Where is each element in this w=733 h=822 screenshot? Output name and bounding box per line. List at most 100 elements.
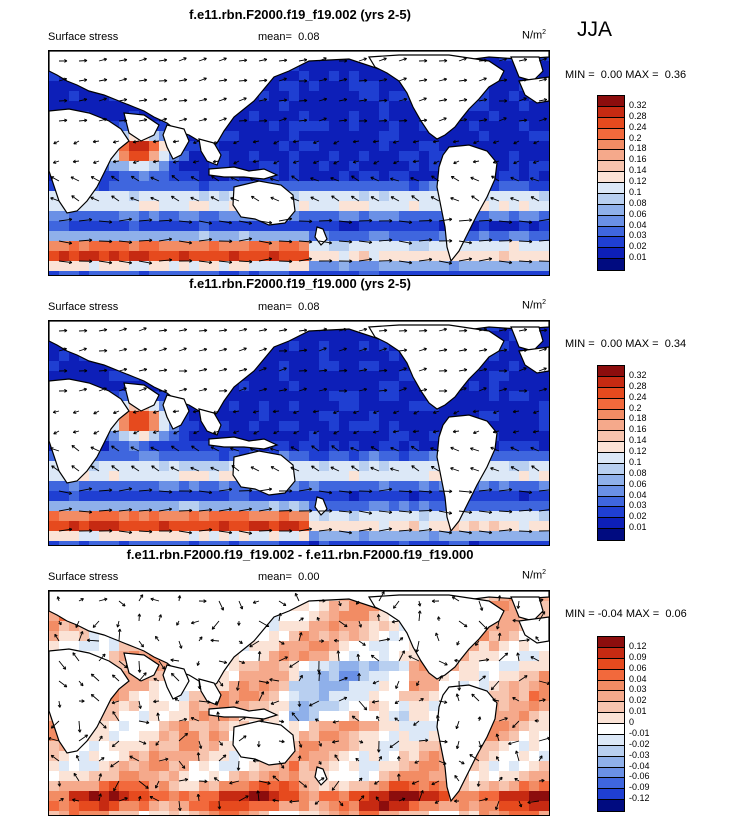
colorbar-box [598, 150, 624, 162]
field-cell [109, 261, 120, 272]
field-cell [79, 211, 90, 222]
field-cell [199, 181, 210, 192]
stress-vector-head [429, 490, 433, 493]
field-cell [249, 101, 260, 112]
field-cell [339, 251, 350, 262]
field-cell [529, 371, 540, 382]
field-cell [269, 271, 280, 275]
stress-vector [498, 489, 512, 492]
field-cell [419, 751, 430, 762]
field-cell [489, 511, 500, 522]
stress-vector-head [184, 98, 188, 101]
field-cell [379, 381, 390, 392]
stress-vector-head [424, 328, 428, 331]
stress-vector [78, 488, 92, 492]
field-cell [199, 251, 210, 262]
field-cell [49, 541, 60, 545]
stress-vector-head [384, 118, 388, 121]
field-cell [69, 481, 80, 492]
field-cell [169, 761, 180, 772]
field-cell [59, 771, 70, 782]
field-cell [509, 611, 520, 622]
field-cell [269, 621, 280, 632]
field-cell [529, 501, 540, 512]
stress-vector [318, 220, 333, 222]
field-cell [409, 521, 420, 532]
field-cell [309, 91, 320, 102]
field-cell [129, 441, 140, 452]
field-cell [399, 451, 410, 462]
field-cell [49, 731, 60, 742]
stress-vector [73, 140, 80, 145]
stress-vector-head [370, 467, 373, 471]
field-cell [259, 151, 270, 162]
stress-vector-head [123, 327, 127, 330]
stress-vector-head [443, 348, 448, 351]
field-cell [539, 381, 549, 392]
field-cell [299, 731, 310, 742]
field-cell [319, 111, 330, 122]
field-cell [219, 231, 230, 242]
stress-vector [318, 240, 332, 244]
field-cell [289, 691, 300, 702]
field-cell [79, 521, 90, 532]
field-cell [99, 101, 110, 112]
field-cell [329, 421, 340, 432]
stress-vector [531, 465, 540, 472]
field-cell [509, 91, 520, 102]
field-cell [249, 161, 260, 172]
stress-vector-head [344, 368, 348, 371]
field-cell [409, 431, 420, 442]
stress-vector-head [411, 465, 414, 469]
field-cell [149, 541, 160, 545]
stress-vector [238, 119, 248, 122]
field-cell [489, 371, 500, 382]
field-cell [299, 201, 310, 212]
field-cell [499, 171, 510, 182]
field-cell [379, 491, 390, 502]
stress-vector-head [490, 197, 493, 201]
field-cell [259, 651, 270, 662]
stress-vector [73, 430, 80, 433]
stress-vector-head [523, 118, 528, 121]
stress-vector [58, 330, 68, 332]
field-cell [389, 461, 400, 472]
field-cell [149, 521, 160, 532]
field-cell [329, 251, 340, 262]
field-cell [189, 711, 200, 722]
field-cell [189, 231, 200, 242]
stress-vector [318, 328, 327, 332]
field-cell [249, 231, 260, 242]
field-cell [159, 731, 170, 742]
field-cell [219, 211, 230, 222]
field-cell [99, 201, 110, 212]
field-cell [209, 781, 220, 792]
field-cell [539, 151, 549, 162]
field-cell [399, 91, 410, 102]
field-cell [49, 351, 60, 362]
stress-vector [298, 99, 308, 102]
field-cell [459, 521, 470, 532]
stress-vector-head [150, 447, 153, 450]
field-cell [119, 271, 130, 275]
field-cell [319, 681, 330, 692]
field-cell [499, 411, 510, 422]
field-cell [259, 521, 270, 532]
field-cell [499, 151, 510, 162]
field-cell [439, 261, 450, 272]
field-cell [249, 401, 260, 412]
field-cell [189, 251, 200, 262]
field-cell [99, 531, 110, 542]
field-cell [99, 501, 110, 512]
field-cell [429, 411, 440, 422]
field-cell [119, 391, 130, 402]
stress-vector-head [393, 142, 397, 144]
stress-vector-head [368, 527, 372, 530]
field-cell [89, 521, 100, 532]
stress-vector [490, 197, 500, 202]
stress-vector-head [123, 367, 127, 370]
field-cell [539, 421, 549, 432]
colorbar-box [598, 420, 624, 432]
stress-vector-head [289, 508, 293, 511]
field-cell [499, 631, 510, 642]
